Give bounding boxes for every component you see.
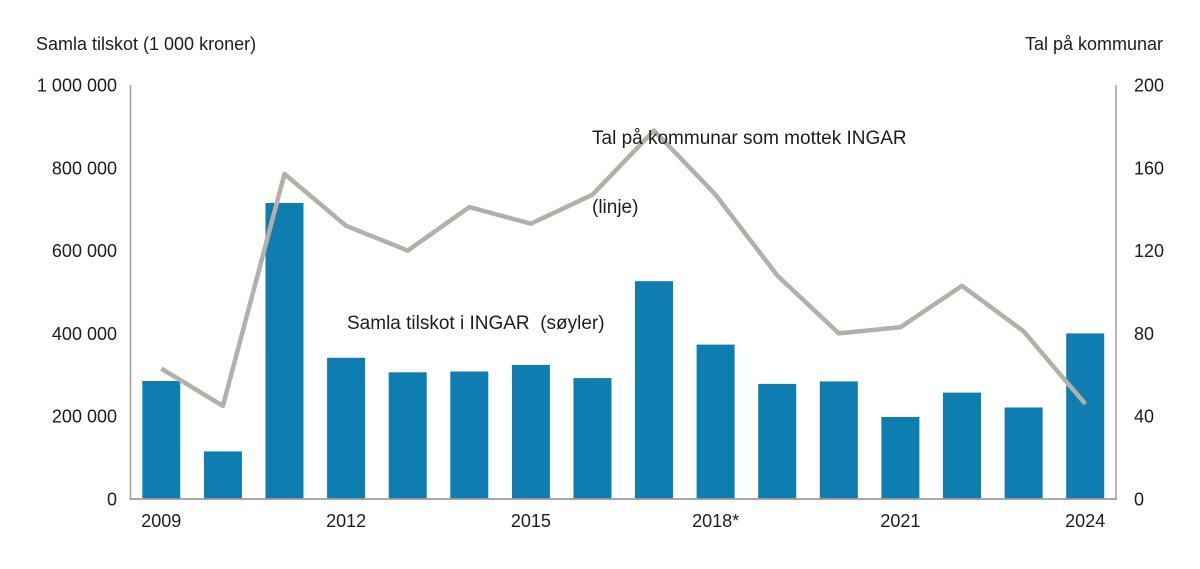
left-tick-label: 0 — [107, 490, 117, 510]
left-tick-label: 1 000 000 — [37, 76, 117, 96]
line-series — [160, 128, 1087, 409]
bar-2021 — [881, 417, 920, 499]
right-tick-label: 80 — [1134, 324, 1154, 344]
line-series-label-line1: Tal på kommunar som mottek INGAR — [592, 128, 907, 149]
bar-2015 — [511, 364, 550, 499]
left-axis-title: Samla tilskot (1 000 kroner) — [36, 34, 257, 54]
bar-2016 — [573, 378, 612, 499]
x-tick-label: 2024 — [1065, 511, 1105, 531]
bar-2013 — [388, 372, 427, 499]
right-tick-label: 160 — [1134, 158, 1164, 178]
bar-2018 — [696, 344, 735, 499]
right-tick-label: 0 — [1134, 490, 1144, 510]
x-tick-label: 2015 — [511, 511, 551, 531]
right-axis-title: Tal på kommunar — [1024, 34, 1163, 54]
left-tick-label: 200 000 — [52, 407, 117, 427]
right-tick-label: 120 — [1134, 241, 1164, 261]
bar-2011 — [265, 203, 304, 499]
x-tick-label: 2021 — [880, 511, 920, 531]
bar-2017 — [635, 281, 673, 499]
left-tick-label: 400 000 — [52, 324, 117, 344]
bar-2023 — [1004, 407, 1043, 499]
right-tick-label: 40 — [1134, 407, 1154, 427]
bar-2012 — [327, 357, 366, 499]
line-series-label-line2: (linje) — [592, 197, 639, 218]
x-tick-label: 2012 — [326, 511, 366, 531]
left-tick-label: 600 000 — [52, 241, 117, 261]
right-tick-label: 200 — [1134, 76, 1164, 96]
bar-2009 — [142, 381, 181, 499]
bar-series-label: Samla tilskot i INGAR (søyler) — [347, 313, 605, 334]
x-tick-label: 2009 — [141, 511, 181, 531]
bar-2020 — [819, 381, 858, 499]
bar-2022 — [943, 392, 981, 499]
bar-2010 — [203, 451, 242, 499]
line-series-label: Tal på kommunar som mottek INGAR (linje) — [592, 81, 907, 265]
bar-2024 — [1066, 333, 1105, 499]
left-tick-label: 800 000 — [52, 158, 117, 178]
bar-2019 — [758, 383, 797, 499]
x-tick-label: 2018* — [692, 511, 739, 531]
bar-2014 — [450, 371, 489, 499]
